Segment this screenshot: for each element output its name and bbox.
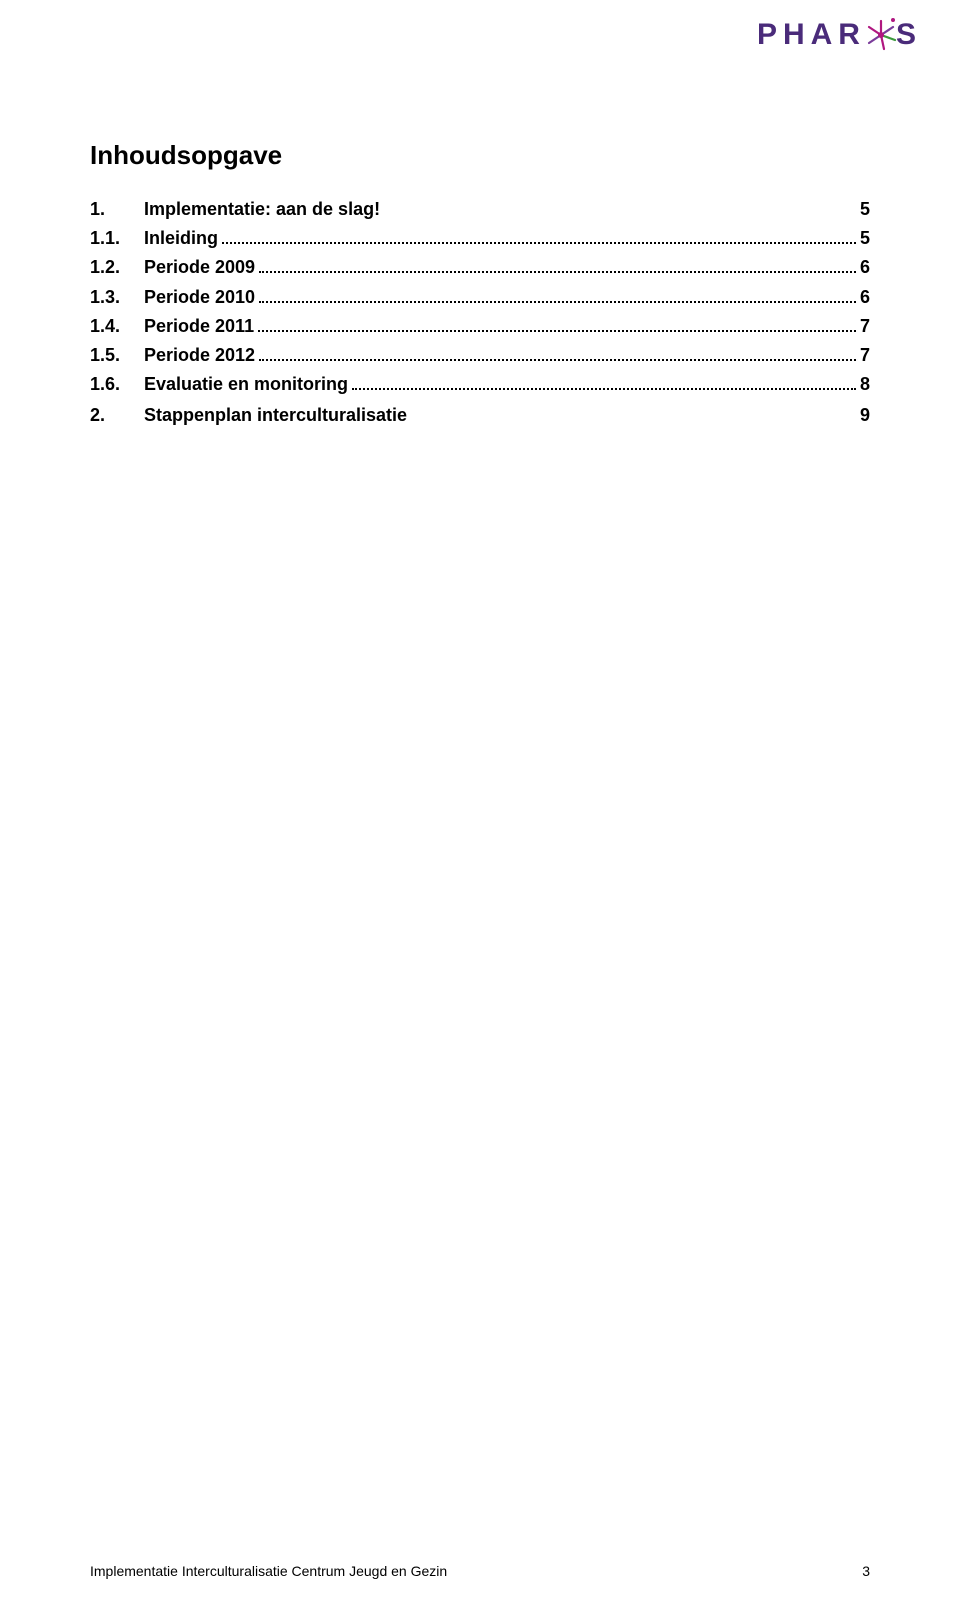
toc-entry: 2.Stappenplan interculturalisatie 9 bbox=[90, 405, 870, 426]
page-title: Inhoudsopgave bbox=[90, 140, 870, 171]
toc-entry-label: Inleiding bbox=[144, 228, 218, 249]
toc-entry-number: 1. bbox=[90, 199, 144, 220]
toc-entry-number: 2. bbox=[90, 405, 144, 426]
footer-left: Implementatie Interculturalisatie Centru… bbox=[90, 1563, 447, 1579]
toc-entry-label: Periode 2009 bbox=[144, 257, 255, 278]
toc-entry: 1.4.Periode 2011 7 bbox=[90, 314, 870, 337]
toc-leader-dots bbox=[352, 372, 856, 390]
toc-entry: 1.5.Periode 2012 7 bbox=[90, 343, 870, 366]
pharos-logo: PHAR S bbox=[757, 18, 922, 52]
toc-entry: 1.1.Inleiding 5 bbox=[90, 226, 870, 249]
logo-text-before: PHAR bbox=[757, 18, 866, 52]
toc-entry: 1.2.Periode 2009 6 bbox=[90, 255, 870, 278]
toc-leader-dots bbox=[258, 314, 856, 332]
toc-entry-page: 6 bbox=[860, 287, 870, 308]
toc-entry-number: 1.4. bbox=[90, 316, 144, 337]
toc-entry-page: 8 bbox=[860, 374, 870, 395]
toc-leader-dots bbox=[259, 284, 856, 302]
toc-entry-number: 1.1. bbox=[90, 228, 144, 249]
toc-entry-label: Evaluatie en monitoring bbox=[144, 374, 348, 395]
table-of-contents: 1.Implementatie: aan de slag!51.1.Inleid… bbox=[90, 199, 870, 426]
toc-entry-number: 1.3. bbox=[90, 287, 144, 308]
toc-entry-label: Periode 2012 bbox=[144, 345, 255, 366]
toc-entry-page: 5 bbox=[860, 228, 870, 249]
toc-leader-dots bbox=[222, 226, 856, 244]
toc-leader-dots bbox=[259, 255, 856, 273]
toc-entry-page: 7 bbox=[860, 345, 870, 366]
toc-entry-page: 5 bbox=[860, 199, 870, 220]
footer-page-number: 3 bbox=[862, 1563, 870, 1579]
logo-spark-icon bbox=[864, 18, 898, 52]
logo-text-after: S bbox=[896, 18, 922, 52]
toc-entry-page: 9 bbox=[860, 405, 870, 426]
footer: Implementatie Interculturalisatie Centru… bbox=[90, 1563, 870, 1579]
toc-entry-label: Periode 2010 bbox=[144, 287, 255, 308]
toc-entry-label: Stappenplan interculturalisatie bbox=[144, 405, 407, 426]
toc-leader-dots bbox=[259, 343, 856, 361]
toc-entry: 1.3.Periode 2010 6 bbox=[90, 284, 870, 307]
toc-entry: 1.6.Evaluatie en monitoring 8 bbox=[90, 372, 870, 395]
toc-entry-page: 7 bbox=[860, 316, 870, 337]
toc-entry-label: Periode 2011 bbox=[144, 316, 254, 337]
toc-entry-number: 1.5. bbox=[90, 345, 144, 366]
toc-entry: 1.Implementatie: aan de slag! 5 bbox=[90, 199, 870, 220]
toc-entry-number: 1.6. bbox=[90, 374, 144, 395]
toc-entry-number: 1.2. bbox=[90, 257, 144, 278]
toc-entry-label: Implementatie: aan de slag! bbox=[144, 199, 380, 220]
page: PHAR S Inhoudsopgave 1.Implementatie: aa… bbox=[0, 0, 960, 1621]
toc-entry-page: 6 bbox=[860, 257, 870, 278]
